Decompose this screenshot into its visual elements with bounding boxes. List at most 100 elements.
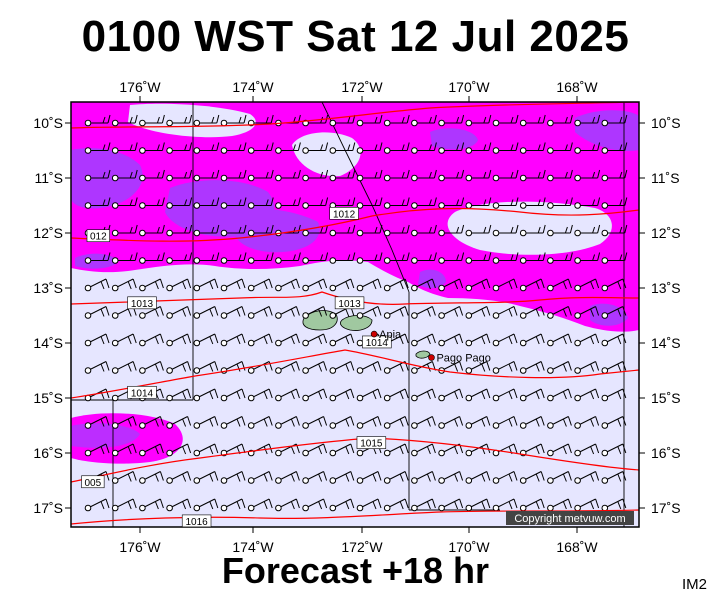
isobar-label: 1012 — [329, 207, 359, 220]
wind-barb — [84, 333, 110, 347]
wind-barb — [411, 471, 436, 484]
isobar-label: 1014 — [127, 385, 157, 399]
wind-barb — [275, 278, 300, 292]
isobar-label: 1016 — [181, 514, 212, 528]
wind-barb — [411, 169, 437, 182]
wind-barb — [383, 142, 410, 154]
wind-barb — [411, 333, 436, 347]
wind-barb — [411, 306, 436, 319]
lat-tick-label: 17˚S — [33, 500, 63, 516]
wind-barb — [139, 416, 164, 429]
wind-barb — [329, 278, 355, 292]
place-name: Pago Pago — [436, 353, 490, 365]
wind-barb — [247, 471, 273, 484]
lat-tick-label: 14˚S — [33, 335, 63, 351]
wind-barb — [247, 278, 273, 292]
lat-axis-right: 10˚S 11˚S 12˚S 13˚S 14˚S 15˚S 16˚S 17˚S — [651, 115, 681, 516]
wind-barb — [247, 388, 273, 402]
wind-barb — [356, 416, 382, 429]
wind-barb — [193, 252, 220, 264]
islands — [302, 310, 431, 359]
wind-barb — [139, 471, 164, 484]
lat-tick-label: 13˚S — [33, 280, 63, 296]
wind-barb — [492, 169, 519, 182]
wind-barb — [220, 443, 246, 457]
wind-barb — [329, 333, 355, 347]
wind-barb — [166, 471, 192, 484]
wind-barb — [356, 471, 382, 484]
wind-barb — [519, 306, 545, 319]
wind-barb — [356, 224, 383, 237]
wind-barb — [139, 252, 165, 264]
wind-barb — [519, 114, 546, 127]
wind-barb — [547, 388, 572, 402]
lat-tick-label: 13˚S — [651, 280, 681, 296]
lon-tick-label: 168˚W — [556, 79, 598, 95]
wind-barb — [193, 443, 219, 457]
lat-tick-label: 15˚S — [651, 390, 681, 406]
wind-barb — [492, 416, 518, 429]
lon-tick-label: 172˚W — [341, 79, 383, 95]
wind-barb — [383, 416, 409, 429]
isobar-line — [71, 509, 639, 525]
wind-barb — [84, 114, 111, 127]
wind-barb — [465, 252, 492, 264]
wind-barb — [383, 169, 410, 182]
wind-barb — [84, 142, 111, 154]
wind-barb — [275, 142, 301, 154]
wind-barb — [220, 169, 247, 182]
wind-barb — [492, 498, 518, 512]
wind-barb — [111, 416, 137, 429]
wind-barb — [302, 443, 328, 457]
wind-barb — [438, 333, 464, 347]
lon-axis-bottom: 176˚W 174˚W 172˚W 170˚W 168˚W — [119, 539, 598, 555]
isobar-value: 1015 — [360, 439, 383, 450]
wind-barb — [275, 498, 300, 512]
isobar-value: 1013 — [131, 299, 154, 310]
isobar-value: 1014 — [366, 338, 389, 349]
wind-barb — [383, 224, 410, 237]
wind-barb — [84, 169, 111, 182]
wind-barb — [139, 443, 164, 457]
wind-barb — [302, 388, 328, 402]
wind-barb — [519, 388, 545, 402]
wind-barb — [193, 388, 219, 402]
wind-barb — [492, 471, 518, 484]
wind-barb — [519, 416, 545, 429]
wind-barb — [84, 278, 110, 292]
lat-tick-label: 12˚S — [33, 225, 63, 241]
isobar-value: 1013 — [338, 299, 361, 310]
wind-barb — [139, 498, 164, 512]
wind-barb — [329, 471, 355, 484]
wind-barb — [193, 306, 219, 319]
wind-barb — [547, 169, 573, 182]
wind-barb — [438, 142, 465, 154]
wind-barb — [220, 498, 246, 512]
wind-barb — [247, 498, 273, 512]
wind-barb — [166, 416, 192, 429]
wind-barb — [411, 498, 436, 512]
wind-barb — [84, 416, 110, 429]
wind-barb — [139, 142, 165, 154]
wind-barb — [438, 197, 465, 209]
wind-barb — [220, 224, 247, 237]
wind-barb — [84, 197, 111, 209]
wind-barb — [519, 278, 545, 292]
wind-barb — [411, 443, 436, 457]
wind-barb — [601, 114, 628, 127]
wind-barb — [302, 306, 328, 319]
wind-barb — [356, 361, 382, 374]
wind-barb — [574, 443, 600, 457]
isobar-value: 012 — [90, 232, 107, 243]
lon-tick-label: 176˚W — [119, 539, 161, 555]
wind-barb — [329, 443, 355, 457]
wind-barb — [111, 361, 137, 374]
wind-barb — [111, 197, 138, 209]
wind-barb — [519, 169, 546, 182]
isobar-label: 1015 — [356, 436, 387, 450]
wind-barb — [519, 197, 546, 209]
wind-barb — [166, 278, 192, 292]
lat-tick-label: 11˚S — [34, 170, 63, 186]
wind-barb — [465, 498, 491, 512]
wind-barb — [166, 306, 192, 319]
